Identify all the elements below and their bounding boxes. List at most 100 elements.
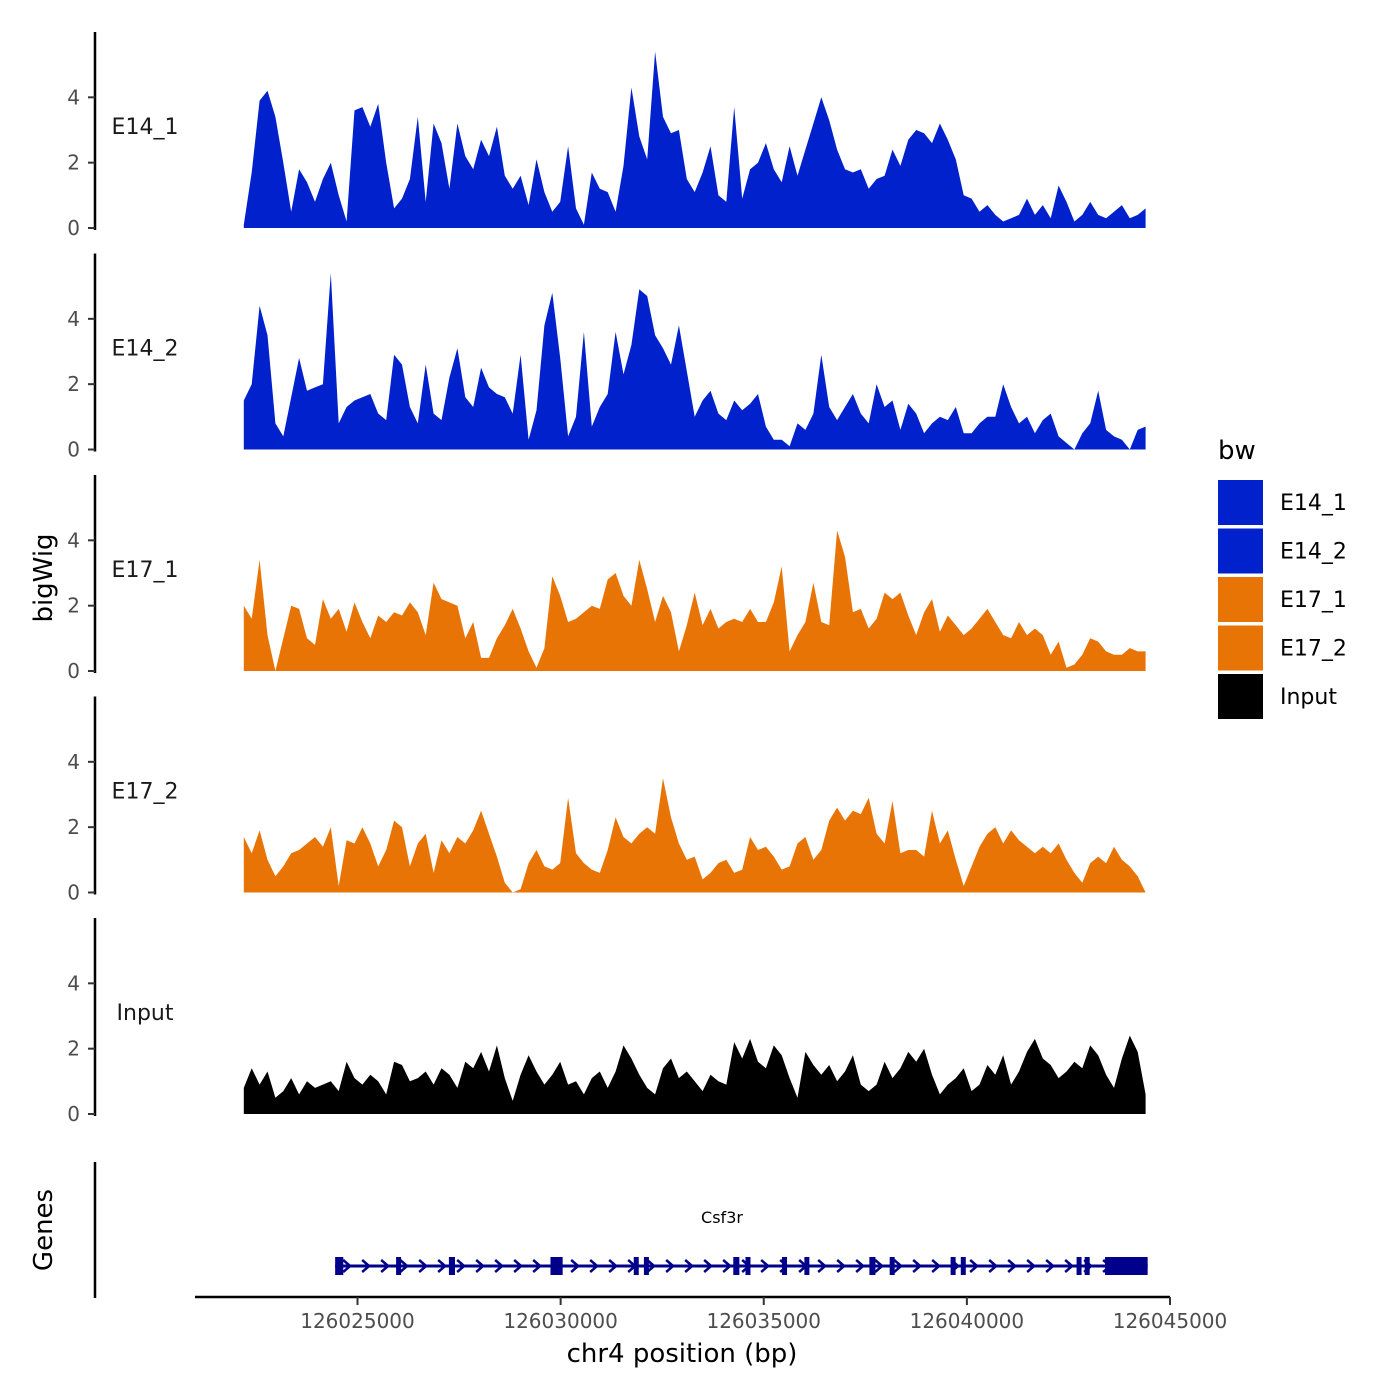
gene-exon <box>869 1257 876 1275</box>
signal-area <box>243 1035 1146 1114</box>
y-tick-label: 0 <box>67 881 80 905</box>
legend-swatch <box>1218 674 1263 719</box>
x-tick-label: 126040000 <box>910 1309 1025 1333</box>
strand-arrow <box>342 1259 353 1273</box>
gene-model <box>335 1257 1148 1275</box>
track-e17-1: 0 2 4 E17_1 <box>67 475 1146 683</box>
y-tick-label: 4 <box>67 750 80 774</box>
strand-arrow <box>836 1259 847 1273</box>
strand-arrow <box>570 1259 581 1273</box>
track-label: E17_2 <box>112 779 179 804</box>
y-tick-label: 4 <box>67 971 80 995</box>
strand-arrow <box>703 1259 714 1273</box>
genes-axis-title: Genes <box>29 1189 59 1271</box>
y-tick-label: 4 <box>67 307 80 331</box>
legend-swatch <box>1218 480 1263 525</box>
gene-exon <box>745 1257 751 1275</box>
strand-arrow <box>969 1259 980 1273</box>
strand-arrow <box>722 1259 733 1273</box>
y-tick-label: 0 <box>67 659 80 683</box>
strand-arrow <box>817 1259 828 1273</box>
strand-arrow <box>608 1259 619 1273</box>
x-tick-label: 126025000 <box>300 1309 415 1333</box>
legend-label: E14_2 <box>1280 540 1347 565</box>
strand-arrow <box>760 1259 771 1273</box>
strand-arrow <box>646 1259 657 1273</box>
signal-area <box>243 530 1146 671</box>
gene-exon <box>448 1257 455 1275</box>
y-tick-label: 4 <box>67 528 80 552</box>
track-label: E14_1 <box>112 115 179 140</box>
strand-arrow <box>684 1259 695 1273</box>
gene-exon <box>804 1257 810 1275</box>
legend-swatch <box>1218 577 1263 622</box>
gene-exon <box>643 1257 649 1275</box>
y-tick-label: 2 <box>67 1037 80 1061</box>
strand-arrow <box>665 1259 676 1273</box>
track-label: Input <box>117 1001 174 1026</box>
signal-area <box>243 273 1146 450</box>
track-e17-2: 0 2 4 E17_2 <box>67 696 1146 905</box>
y-tick-label: 2 <box>67 372 80 396</box>
signal-area <box>243 51 1146 228</box>
x-axis-title: chr4 position (bp) <box>567 1339 798 1369</box>
x-axis: 126025000 126030000 126035000 126040000 1260… <box>195 1295 1228 1333</box>
signal-tracks: 0 2 4 E14_1 0 2 4 E14_2 0 2 4 E17_1 0 2 4 E17_2 0 2 4 Input <box>67 32 1146 1126</box>
strand-arrow <box>1045 1259 1056 1273</box>
legend-swatch <box>1218 625 1263 671</box>
legend-title: bw <box>1218 436 1256 466</box>
strand-arrow <box>931 1259 942 1273</box>
track-label: E17_1 <box>112 558 179 583</box>
strand-arrow <box>437 1259 448 1273</box>
gene-exon <box>960 1257 966 1275</box>
x-tick-label: 126030000 <box>503 1309 618 1333</box>
strand-arrow <box>1007 1259 1018 1273</box>
gene-exon <box>550 1257 563 1275</box>
track-input: 0 2 4 Input <box>67 918 1146 1126</box>
strand-arrow <box>361 1259 372 1273</box>
gene-label: Csf3r <box>701 1208 743 1227</box>
y-axis-title: bigWig <box>29 533 59 622</box>
strand-arrow <box>513 1259 524 1273</box>
gene-exon <box>1105 1257 1148 1275</box>
strand-arrow <box>532 1259 543 1273</box>
gene-exon <box>1084 1257 1090 1275</box>
strand-arrow <box>1026 1259 1037 1273</box>
y-tick-label: 0 <box>67 216 80 240</box>
y-tick-label: 2 <box>67 151 80 175</box>
track-e14-2: 0 2 4 E14_2 <box>67 253 1146 462</box>
gene-exon <box>633 1257 639 1275</box>
strand-arrow <box>893 1259 904 1273</box>
x-tick-label: 126035000 <box>706 1309 821 1333</box>
strand-arrow <box>874 1259 885 1273</box>
gene-exon <box>335 1257 344 1275</box>
legend-label: Input <box>1280 685 1337 710</box>
strand-arrow <box>399 1259 410 1273</box>
legend: bw E14_1 E14_2 E17_1 E17_2 Input <box>1218 436 1347 719</box>
gene-exon <box>889 1257 895 1275</box>
strand-arrow <box>855 1259 866 1273</box>
gene-exon <box>396 1257 402 1275</box>
gene-exon <box>950 1257 956 1275</box>
legend-swatch <box>1218 528 1263 574</box>
track-e14-1: 0 2 4 E14_1 <box>67 32 1146 240</box>
legend-label: E14_1 <box>1280 491 1347 516</box>
y-tick-label: 2 <box>67 594 80 618</box>
gene-exon <box>1076 1257 1082 1275</box>
x-tick-label: 126045000 <box>1113 1309 1228 1333</box>
y-tick-label: 4 <box>67 85 80 109</box>
y-tick-label: 2 <box>67 815 80 839</box>
y-tick-label: 0 <box>67 438 80 462</box>
y-tick-label: 0 <box>67 1102 80 1126</box>
legend-label: E17_2 <box>1280 637 1347 662</box>
strand-arrow <box>494 1259 505 1273</box>
gene-exon <box>733 1257 740 1275</box>
strand-arrow <box>456 1259 467 1273</box>
strand-arrow <box>380 1259 391 1273</box>
strand-arrow <box>418 1259 429 1273</box>
legend-label: E17_1 <box>1280 588 1347 613</box>
strand-arrow <box>589 1259 600 1273</box>
signal-area <box>243 778 1146 893</box>
genes-panel: Csf3r <box>93 1162 1148 1298</box>
